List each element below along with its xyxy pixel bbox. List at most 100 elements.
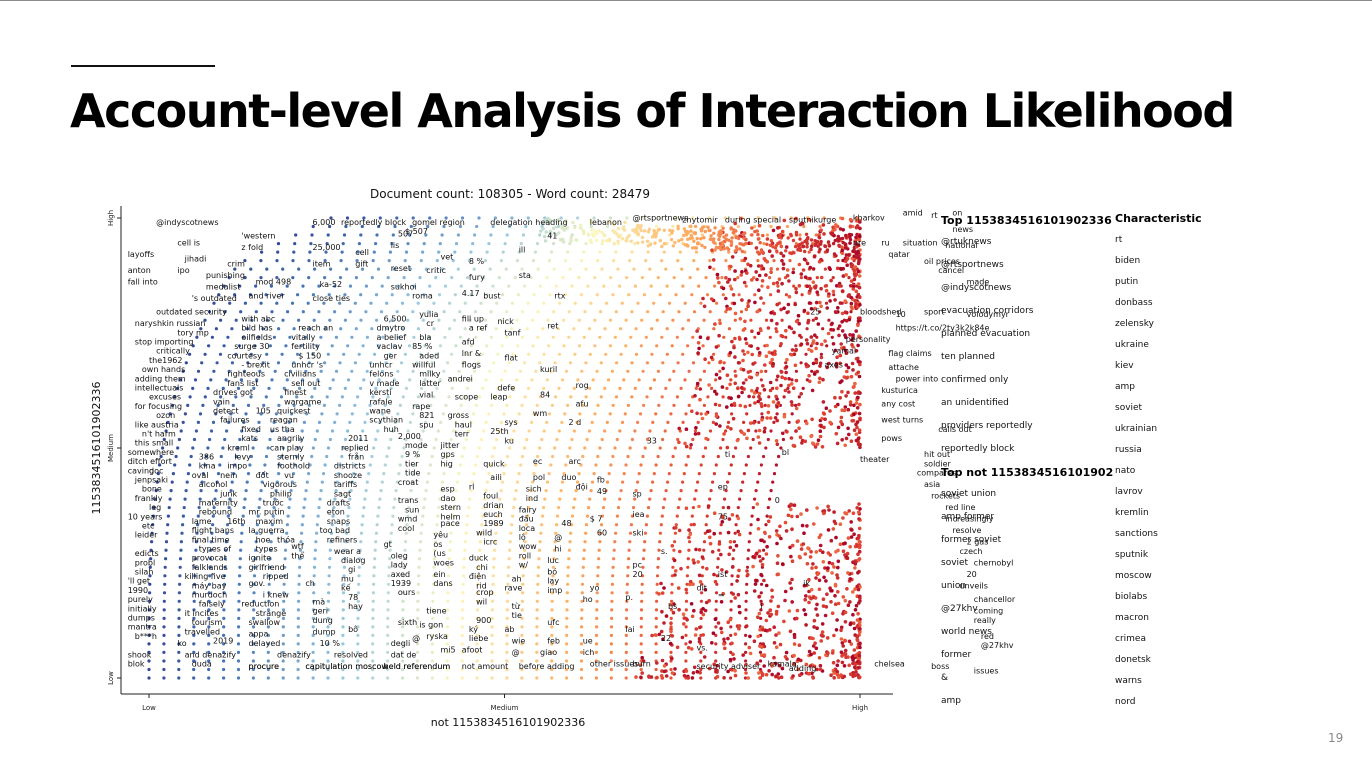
term-point[interactable] [376,514,380,518]
term-point[interactable] [505,454,510,459]
term-point[interactable] [771,480,775,484]
term-point[interactable] [484,378,488,382]
term-point[interactable] [714,659,718,663]
term-label[interactable]: etc [142,522,154,531]
term-point[interactable] [311,650,315,655]
term-point[interactable] [747,645,752,650]
term-label[interactable]: 22 [661,634,671,643]
term-point[interactable] [727,327,732,331]
term-item[interactable]: sanctions [1115,529,1158,539]
term-point[interactable] [341,642,345,646]
term-point[interactable] [757,273,762,278]
term-point[interactable] [762,429,767,434]
term-point[interactable] [236,667,241,672]
term-point[interactable] [634,327,638,331]
term-point[interactable] [794,406,799,411]
term-point[interactable] [371,616,375,621]
term-point[interactable] [759,402,763,406]
term-point[interactable] [506,574,510,578]
term-point[interactable] [479,301,483,305]
term-point[interactable] [672,548,676,552]
term-point[interactable] [244,489,248,493]
term-label[interactable]: crop [476,588,493,597]
term-point[interactable] [816,438,821,443]
term-point[interactable] [698,335,703,340]
term-item[interactable]: kremlin [1115,508,1149,518]
term-point[interactable] [517,412,521,416]
term-point[interactable] [815,572,820,577]
term-point[interactable] [789,382,794,386]
term-point[interactable] [212,506,216,510]
term-point[interactable] [535,633,539,638]
term-point[interactable] [281,633,285,638]
term-point[interactable] [251,642,255,646]
term-point[interactable] [338,301,342,305]
term-point[interactable] [529,276,533,280]
term-label[interactable]: 48 [561,519,571,528]
term-point[interactable] [818,300,822,305]
term-point[interactable] [643,446,647,450]
term-point[interactable] [510,216,514,220]
term-label[interactable]: yêu [433,530,448,540]
term-point[interactable] [708,535,712,540]
term-point[interactable] [779,342,783,346]
term-point[interactable] [804,352,808,356]
term-point[interactable] [549,369,553,373]
term-point[interactable] [846,390,850,395]
term-point[interactable] [686,557,690,561]
term-point[interactable] [584,531,588,535]
term-point[interactable] [712,572,716,577]
term-point[interactable] [240,429,244,433]
term-point[interactable] [673,667,677,671]
term-point[interactable] [841,595,846,599]
term-point[interactable] [677,528,682,533]
term-label[interactable]: hi [554,545,561,554]
term-point[interactable] [703,531,707,535]
term-point[interactable] [761,233,765,238]
term-label[interactable]: lộ [519,532,526,542]
term-point[interactable] [568,540,572,544]
term-label[interactable]: z fold [241,243,263,252]
term-point[interactable] [730,574,734,578]
term-point[interactable] [362,378,366,382]
term-point[interactable] [490,676,494,680]
term-point[interactable] [843,610,848,615]
term-point[interactable] [520,599,525,603]
term-point[interactable] [832,252,837,256]
term-label[interactable]: not amount [462,662,509,671]
term-point[interactable] [379,310,384,314]
term-point[interactable] [858,226,862,231]
term-point[interactable] [596,565,600,569]
term-label[interactable]: ah [512,574,522,583]
term-point[interactable] [505,233,509,237]
term-point[interactable] [841,644,845,648]
term-point[interactable] [222,591,226,595]
term-point[interactable] [782,395,786,399]
term-point[interactable] [764,369,768,373]
term-point[interactable] [736,516,741,521]
term-label[interactable]: item [313,259,331,268]
term-point[interactable] [400,454,404,459]
term-point[interactable] [681,420,685,424]
term-point[interactable] [797,284,802,288]
term-point[interactable] [684,650,688,655]
term-label[interactable]: 33 [647,436,657,445]
term-point[interactable] [515,259,520,263]
term-point[interactable] [697,472,701,476]
term-point[interactable] [227,506,231,510]
term-point[interactable] [645,239,650,243]
term-point[interactable] [759,572,763,577]
term-point[interactable] [841,228,845,232]
term-point[interactable] [805,245,809,249]
term-point[interactable] [532,472,536,476]
term-point[interactable] [567,310,571,314]
term-point[interactable] [518,369,523,373]
term-point[interactable] [807,373,811,378]
term-item[interactable]: amp [1115,382,1135,392]
term-point[interactable] [468,318,472,322]
term-point[interactable] [857,428,862,433]
term-point[interactable] [565,616,569,621]
term-point[interactable] [679,489,683,493]
term-point[interactable] [492,361,496,365]
term-point[interactable] [771,364,775,368]
